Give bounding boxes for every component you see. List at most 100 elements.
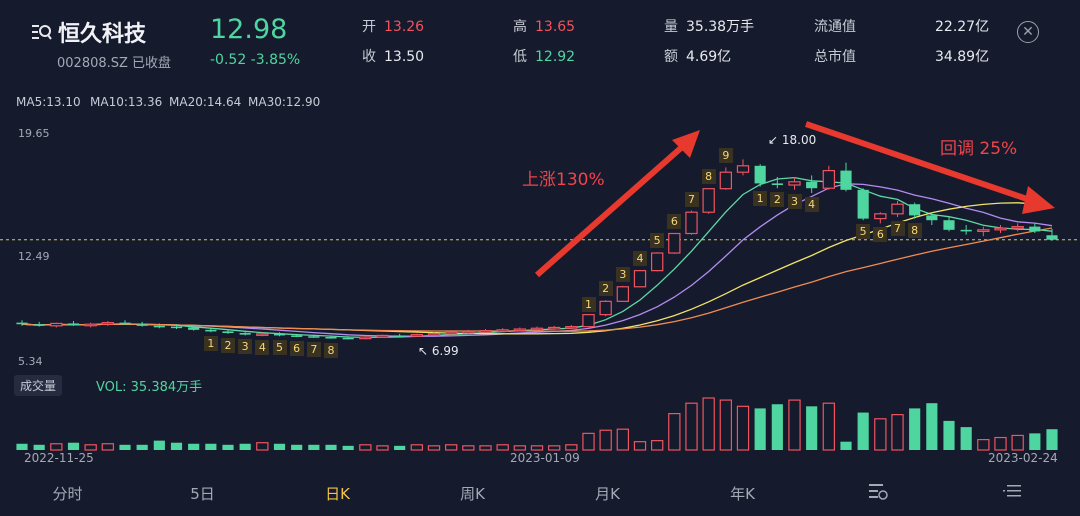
pullback-arrow	[805, 121, 1031, 203]
td-marker: 1	[581, 297, 596, 313]
candle	[410, 334, 424, 337]
td-marker: 7	[684, 191, 699, 207]
rise-annotation: 上涨130%	[522, 170, 605, 190]
high-stat: 高 13.65	[513, 19, 576, 35]
candlestick-chart[interactable]	[0, 0, 1080, 470]
close-icon[interactable]: ✕	[1017, 21, 1039, 43]
td-marker: 7	[306, 341, 321, 357]
td-marker: 1	[203, 336, 218, 352]
candle	[582, 314, 595, 328]
low-annotation: ↖ 6.99	[418, 344, 459, 358]
tab-intraday[interactable]: 分时	[52, 484, 83, 503]
td-marker: 5	[650, 233, 665, 249]
candle	[273, 333, 286, 336]
volume-bar	[1011, 434, 1024, 451]
volume-bar	[136, 444, 148, 450]
candle	[496, 329, 509, 332]
td-marker: 2	[221, 337, 235, 353]
volume-bar	[960, 427, 972, 450]
volume-bar	[256, 442, 269, 451]
candle	[547, 326, 561, 330]
td-marker: 8	[701, 169, 716, 185]
tab-yearly-k[interactable]: 年K	[730, 484, 755, 503]
volume-value: VOL: 35.384万手	[96, 380, 203, 395]
candle	[50, 322, 63, 327]
date-mid: 2023-01-09	[510, 451, 580, 465]
pullback-arrow-head	[1022, 186, 1055, 214]
volume-bar	[359, 444, 372, 451]
volume-bar	[444, 444, 458, 451]
volume-bar	[222, 444, 234, 450]
volume-bar	[599, 429, 612, 451]
amount-stat: 额 4.69亿	[664, 49, 732, 65]
market-cap: 34.89亿	[935, 49, 990, 65]
volume-bar	[67, 442, 80, 450]
volume-bar	[16, 443, 28, 450]
volume-bar	[101, 443, 115, 451]
volume-bar	[291, 444, 303, 450]
volume-bar	[530, 445, 544, 451]
candle	[754, 165, 766, 184]
volume-bar	[633, 441, 647, 451]
td-marker: 4	[255, 340, 270, 356]
axis-bottom-label: 5.34	[18, 355, 43, 368]
tab-5day[interactable]: 5日	[190, 484, 215, 503]
volume-bar	[84, 444, 97, 451]
td-marker: 2	[598, 281, 613, 297]
volume-bar	[926, 403, 938, 450]
market-cap-label: 总市值	[814, 49, 856, 65]
candle	[239, 333, 251, 335]
candle	[650, 252, 664, 272]
candle	[67, 323, 80, 326]
candle	[857, 189, 869, 219]
volume-bar	[977, 439, 990, 451]
tab-daily-k[interactable]: 日K	[325, 484, 350, 503]
volume-bar	[994, 436, 1007, 451]
ma30-line	[21, 227, 1053, 332]
ma20-label: MA20:14.64	[169, 95, 242, 109]
candle	[771, 183, 783, 186]
float-value: 22.27亿	[935, 19, 990, 35]
candle	[530, 327, 544, 331]
candle	[822, 170, 836, 189]
stock-logo-icon	[32, 25, 52, 40]
candle	[444, 331, 458, 335]
candle	[308, 336, 320, 338]
candle	[926, 215, 938, 221]
candle	[1046, 235, 1058, 240]
candle	[101, 322, 115, 325]
td-marker: 5	[272, 340, 287, 356]
candle	[84, 323, 97, 327]
close-stat: 收 13.50	[362, 49, 425, 65]
candle	[325, 337, 337, 339]
candle	[222, 331, 234, 334]
volume-bar	[547, 445, 561, 451]
volume-bar	[119, 444, 131, 450]
ma30-label: MA30:12.90	[248, 95, 321, 109]
tab-monthly-k[interactable]: 月K	[595, 484, 620, 503]
volume-indicator-tag[interactable]: 成交量	[14, 375, 63, 396]
candle	[668, 232, 681, 254]
candle	[479, 330, 492, 333]
candle	[599, 300, 612, 316]
candle	[719, 171, 733, 190]
td-marker: 3	[615, 266, 630, 282]
volume-bar	[891, 414, 904, 451]
stock-name: 恒久科技	[30, 16, 146, 48]
volume-bar	[736, 405, 750, 451]
chart-settings-icon[interactable]	[810, 482, 945, 504]
tab-weekly-k[interactable]: 周K	[460, 484, 485, 503]
menu-icon[interactable]	[945, 483, 1080, 503]
volume-bar	[565, 444, 578, 451]
candle	[565, 326, 578, 329]
candle	[1029, 226, 1041, 232]
volume-bar	[822, 402, 836, 451]
volume-bar	[273, 443, 286, 450]
period-tabs: 分时 5日 日K 周K 月K 年K	[0, 470, 1080, 516]
volume-bar	[1029, 433, 1041, 450]
volume-bar	[325, 444, 337, 450]
candle	[119, 322, 131, 325]
td-marker: 5	[856, 224, 871, 240]
volume-bar	[153, 440, 165, 450]
rise-arrow-head	[672, 130, 700, 158]
